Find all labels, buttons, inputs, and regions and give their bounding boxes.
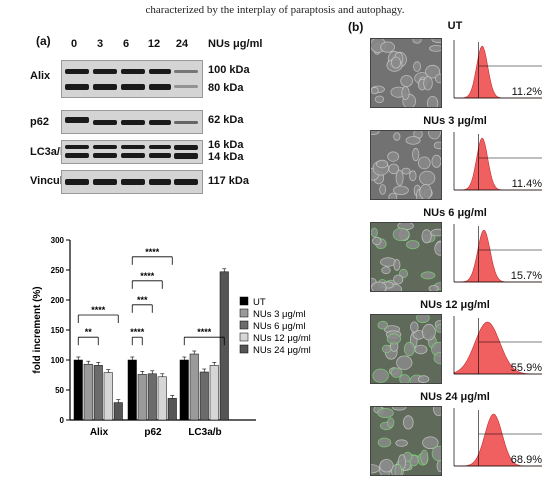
legend-swatch — [239, 320, 249, 330]
condition-title: NUs 24 μg/ml — [420, 391, 490, 403]
vinculin-blot-image — [61, 170, 203, 194]
percent-positive: 11.2% — [511, 86, 542, 98]
bar — [147, 373, 157, 421]
legend-label: UT — [253, 297, 266, 308]
significance-label: **** — [130, 327, 145, 337]
y-tick-label: 250 — [51, 266, 65, 275]
dose-label: 0 — [70, 38, 78, 50]
legend-swatch — [239, 332, 249, 342]
bar — [127, 359, 137, 421]
bar — [93, 365, 103, 421]
condition-title: NUs 12 μg/ml — [420, 299, 490, 311]
cell-micrograph — [370, 222, 442, 292]
legend-label: NUs 6 μg/ml — [253, 321, 305, 332]
flow-histogram — [446, 130, 544, 198]
blot-label-p62: p62 — [30, 116, 49, 128]
x-tick-label: p62 — [144, 427, 162, 438]
bar — [73, 359, 83, 421]
significance-label: ** — [85, 327, 93, 337]
significance-label: **** — [145, 247, 160, 257]
panel-a-label: (a) — [36, 34, 51, 48]
significance-label: **** — [91, 305, 106, 315]
y-tick-label: 150 — [51, 326, 65, 335]
percent-positive: 11.4% — [511, 178, 542, 190]
cell-micrograph — [370, 406, 442, 476]
percent-positive: 15.7% — [510, 270, 542, 282]
condition-title: UT — [447, 20, 463, 32]
flow-histogram — [446, 314, 544, 382]
y-axis-label: fold increment (%) — [32, 286, 43, 373]
kda-label: 16 kDa — [208, 139, 244, 151]
alix-blot-image — [61, 60, 203, 98]
legend-swatch — [239, 308, 249, 318]
bar — [179, 359, 189, 421]
cell-micrograph — [370, 130, 442, 200]
p62-blot-image — [61, 110, 203, 134]
bar — [157, 376, 167, 421]
flow-histogram — [446, 222, 544, 290]
y-tick-label: 200 — [51, 296, 65, 305]
bar — [103, 372, 113, 421]
dose-label: 24 — [175, 38, 189, 50]
figure-caption: characterized by the interplay of parapt… — [145, 4, 405, 16]
percent-positive: 68.9% — [510, 454, 542, 466]
condition-title: NUs 3 μg/ml — [423, 115, 487, 127]
bar — [167, 398, 177, 421]
bar — [83, 363, 93, 421]
legend-swatch — [239, 344, 249, 354]
bar — [199, 371, 209, 421]
legend-label: NUs 3 μg/ml — [253, 309, 305, 320]
significance-label: **** — [140, 271, 155, 281]
legend-swatch — [239, 296, 249, 306]
significance-label: *** — [137, 295, 148, 305]
dose-label: 12 — [147, 38, 161, 50]
blot-label-alix: Alix — [30, 70, 51, 82]
flow-histogram — [446, 38, 544, 106]
kda-label: 80 kDa — [208, 82, 244, 94]
bar-chart: 0 50 100 150 200 250 300 fold increment (%) Alix… — [32, 236, 311, 438]
panel-b-label: (b) — [348, 20, 364, 34]
bar — [137, 374, 147, 421]
flow-cytometry-panel: UT 11.2% NUs 3 μg/ml 11.4% NUs 6 μg/ml 15.7% N… — [360, 20, 550, 481]
bar — [189, 353, 199, 421]
flow-histogram — [446, 406, 544, 474]
x-tick-label: LC3a/b — [188, 427, 221, 438]
blot-label-lc3: LC3a/b — [30, 146, 67, 158]
bar — [113, 402, 123, 421]
lc3-blot-image — [61, 140, 203, 164]
kda-label: 14 kDa — [208, 151, 244, 163]
y-tick-label: 50 — [55, 386, 64, 395]
bar — [219, 271, 229, 421]
y-tick-label: 300 — [51, 236, 65, 245]
kda-label: 117 kDa — [208, 175, 249, 187]
percent-positive: 55.9% — [510, 362, 542, 374]
condition-title: NUs 6 μg/ml — [423, 207, 487, 219]
kda-label: 62 kDa — [208, 114, 244, 126]
x-tick-label: Alix — [90, 427, 109, 438]
y-tick-label: 100 — [51, 356, 65, 365]
y-tick-label: 0 — [60, 416, 65, 425]
dose-label: 6 — [122, 38, 130, 50]
bar — [209, 365, 219, 421]
cell-micrograph — [370, 314, 442, 384]
cell-micrograph — [370, 38, 442, 108]
legend-label: NUs 24 μg/ml — [253, 345, 311, 356]
kda-label: 100 kDa — [208, 64, 250, 76]
units-label: NUs μg/ml — [208, 38, 263, 50]
legend-label: NUs 12 μg/ml — [253, 333, 311, 344]
dose-label: 3 — [96, 38, 104, 50]
significance-label: **** — [197, 327, 212, 337]
